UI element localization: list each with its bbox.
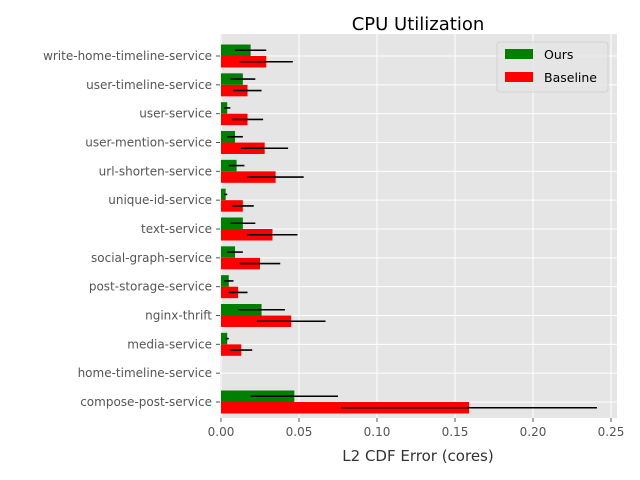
y-tick-label: user-mention-service: [85, 136, 212, 150]
y-tick-label: write-home-timeline-service: [43, 49, 212, 63]
bar-ours: [221, 188, 226, 201]
y-tick-label: home-timeline-service: [78, 366, 212, 380]
x-tick-label: 0.20: [520, 425, 547, 439]
x-tick-label: 0.05: [286, 425, 313, 439]
legend-label-baseline: Baseline: [544, 70, 597, 85]
x-tick-label: 0.00: [208, 425, 235, 439]
legend-label-ours: Ours: [544, 47, 573, 62]
chart-title: CPU Utilization: [352, 14, 485, 35]
bar-baseline: [221, 315, 292, 327]
y-tick-label: compose-post-service: [80, 395, 212, 409]
y-tick-label: nginx-thrift: [145, 309, 212, 323]
y-tick-label: unique-id-service: [108, 193, 212, 207]
plot-background: [220, 34, 617, 418]
grid-lines: [220, 34, 617, 418]
y-tick-label: url-shorten-service: [99, 164, 212, 178]
x-tick-label: 0.10: [364, 425, 391, 439]
y-tick-label: user-service: [139, 107, 212, 121]
bar-ours: [221, 332, 228, 345]
x-tick-label: 0.25: [598, 425, 625, 439]
x-axis-label: L2 CDF Error (cores): [342, 447, 493, 465]
legend-swatch-ours: [505, 49, 533, 59]
x-tick-label: 0.15: [442, 425, 469, 439]
legend: Ours Baseline: [496, 41, 609, 93]
y-tick-label: media-service: [127, 337, 212, 351]
bar-baseline: [221, 229, 273, 241]
y-tick-labels: write-home-timeline-service user-timeline…: [43, 49, 220, 409]
error-bars: [224, 49, 597, 409]
y-tick-label: social-graph-service: [91, 251, 212, 265]
x-tick-labels: 0.00 0.05 0.10 0.15 0.20 0.25: [208, 418, 625, 439]
legend-swatch-baseline: [505, 72, 533, 82]
y-tick-label: user-timeline-service: [86, 78, 212, 92]
y-tick-label: post-storage-service: [89, 280, 212, 294]
y-tick-label: text-service: [141, 222, 212, 236]
